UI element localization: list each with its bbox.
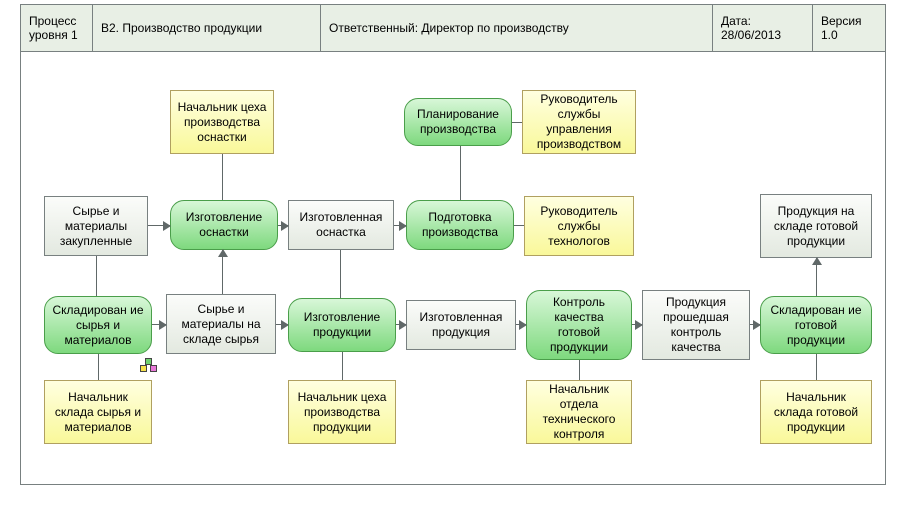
header-level: Процесс уровня 1 [21,5,93,51]
header-responsible-text: Ответственный: Директор по производству [329,21,704,35]
node-n_planning: Планирование производства [404,98,512,146]
connector [460,146,461,200]
connector [514,225,524,226]
node-n_store_finished: Складирован ие готовой продукции [760,296,872,354]
header-level-text: Процесс уровня 1 [29,14,84,42]
header-date-label: Дата: [721,14,804,28]
arrow [516,324,526,325]
connector [96,256,97,296]
arrow-up [816,258,817,296]
header-date: Дата: 28/06/2013 [713,5,813,51]
arrow [278,225,288,226]
node-n_qc_dept_head: Начальник отдела технического контроля [526,380,632,444]
connector [579,360,580,380]
subprocess-icon [140,358,158,372]
connector [512,122,522,123]
node-n_qc: Контроль качества готовой продукции [526,290,632,360]
arrow [396,324,406,325]
node-n_prep_prod: Подготовка производства [406,200,514,250]
connector [98,354,99,380]
node-n_prod_mgmt_head: Руководитель службы управления производс… [522,90,636,154]
arrow [632,324,642,325]
arrow [750,324,760,325]
header-version-value: 1.0 [821,28,877,42]
node-n_make_product: Изготовление продукции [288,298,396,352]
node-n_raw_in_stock: Сырье и материалы на складе сырья [166,294,276,354]
node-n_store_raw: Складирован ие сырья и материалов [44,296,152,354]
arrow [148,225,170,226]
connector [342,352,343,380]
header-process: B2. Производство продукции [93,5,321,51]
arrow [394,225,406,226]
arrow-up [222,250,223,294]
node-n_prod_shop_head: Начальник цеха производства продукции [288,380,396,444]
header-version: Версия 1.0 [813,5,885,51]
header-version-label: Версия [821,14,877,28]
connector [222,154,223,200]
connector [816,354,817,380]
header-responsible: Ответственный: Директор по производству [321,5,713,51]
arrow [276,324,288,325]
node-n_raw_purchased: Сырье и материалы закупленные [44,196,148,256]
node-n_fin_wh_head: Начальник склада готовой продукции [760,380,872,444]
node-n_finished_stock: Продукция на складе готовой продукции [760,194,872,258]
header-row: Процесс уровня 1 B2. Производство продук… [20,4,886,52]
node-n_raw_wh_head: Начальник склада сырья и материалов [44,380,152,444]
connector [340,250,341,298]
node-n_made_tooling: Изготовленная оснастка [288,200,394,250]
arrow [152,324,166,325]
header-date-value: 28/06/2013 [721,28,804,42]
node-n_passed_qc: Продукция прошедшая контроль качества [642,290,750,360]
node-n_tech_head: Руководитель службы технологов [524,196,634,256]
node-n_made_product: Изготовленная продукция [406,300,516,350]
node-n_tooling_head: Начальник цеха производства оснастки [170,90,274,154]
node-n_make_tooling: Изготовление оснастки [170,200,278,250]
diagram-canvas: Процесс уровня 1 B2. Производство продук… [0,0,906,505]
header-process-text: B2. Производство продукции [101,21,312,35]
